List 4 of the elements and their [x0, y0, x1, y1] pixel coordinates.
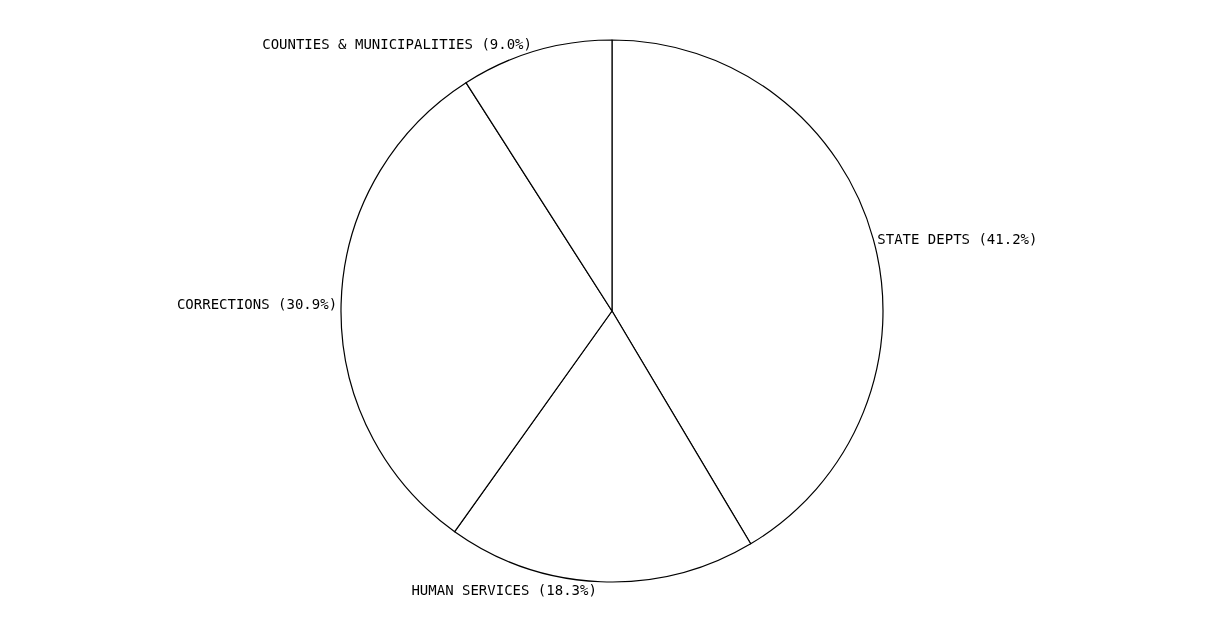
slice-label: STATE DEPTS (41.2%)	[877, 230, 1038, 247]
slice-label: CORRECTIONS (30.9%)	[176, 296, 338, 313]
slice-label: COUNTIES & MUNICIPALITIES (9.0%)	[262, 35, 532, 52]
slice-label: HUMAN SERVICES (18.3%)	[411, 581, 597, 598]
